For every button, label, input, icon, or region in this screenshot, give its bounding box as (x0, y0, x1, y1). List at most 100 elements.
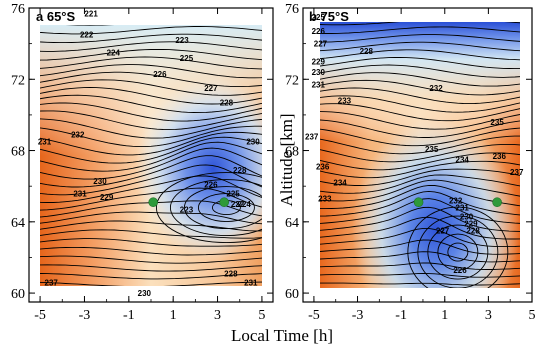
contour-line (320, 64, 520, 78)
x-tick-label: -5 (34, 308, 46, 323)
contour-line (320, 41, 520, 52)
contour-line (40, 187, 262, 211)
contour-label: 229 (464, 220, 478, 229)
contour-line (40, 246, 262, 256)
contour-line (40, 64, 262, 79)
contour-label: 234 (333, 179, 347, 188)
contour-label: 228 (466, 227, 480, 236)
contour-label: 235 (425, 145, 439, 154)
x-tick-label: -5 (308, 308, 320, 323)
y-tick-label: 64 (285, 216, 299, 231)
contour-line (320, 95, 520, 113)
contour-line (320, 79, 520, 96)
x-axis-label: Local Time [h] (231, 326, 333, 345)
contour-line (40, 141, 262, 172)
contour-line (320, 227, 520, 248)
contour-label: 227 (436, 227, 450, 236)
contour-closed (183, 186, 262, 230)
x-tick-label: 1 (170, 308, 177, 323)
contour-label: 233 (318, 195, 332, 204)
contour-label: 225 (226, 189, 240, 198)
contour-label: 223 (175, 36, 189, 45)
contour-line (320, 190, 520, 217)
x-tick-label: 5 (258, 308, 265, 323)
contour-line (320, 152, 520, 171)
contour-label: 234 (456, 155, 470, 164)
contour-label: 226 (153, 70, 167, 79)
x-tick-label: 3 (214, 308, 221, 323)
contour-label: 230 (93, 177, 107, 186)
contour-line (40, 136, 262, 164)
contour-line (40, 48, 262, 61)
contour-label: 229 (100, 193, 114, 202)
panel-b-markers (413, 197, 502, 208)
x-tick-label: -1 (395, 308, 407, 323)
contour-label: 228 (220, 98, 234, 107)
contour-label: 227 (314, 40, 328, 49)
contour-line (40, 118, 262, 139)
contour-label: 236 (316, 163, 330, 172)
x-tick-label: 5 (529, 308, 536, 323)
contour-line (40, 229, 262, 239)
contour-line (40, 238, 262, 247)
panel-a-axes: -5 -3 -1 1 3 5 60 64 68 72 76 (11, 2, 273, 323)
contour-line (40, 281, 262, 286)
contour-label: 228 (360, 47, 374, 56)
x-tick-label: -1 (123, 308, 135, 323)
contour-line (40, 79, 262, 96)
contour-label: 221 (84, 9, 98, 18)
contour-line (40, 147, 262, 180)
contour-line (40, 264, 262, 272)
contour-label: 227 (204, 84, 218, 93)
contour-line (40, 102, 262, 122)
contour-label: 231 (73, 189, 87, 198)
contour-closed (197, 193, 255, 223)
contour-label: 224 (107, 49, 121, 58)
contour-line (320, 135, 520, 155)
contour-line (320, 282, 520, 286)
contour-line (320, 103, 520, 122)
y-tick-label: 72 (285, 73, 299, 88)
contour-closed (417, 215, 499, 288)
contour-line (320, 168, 520, 186)
contour-label: 231 (312, 81, 326, 90)
green-marker (413, 197, 424, 208)
panel-b-frame (302, 7, 533, 303)
contour-label: 228 (224, 269, 238, 278)
contour-label: 230 (246, 138, 260, 147)
contour-line (320, 72, 520, 87)
contour-line (40, 87, 262, 105)
y-tick-label: 72 (11, 73, 25, 88)
contour-line (40, 211, 262, 225)
x-tick-label: -3 (352, 308, 364, 323)
contour-line (320, 87, 520, 105)
contour-closed (437, 233, 479, 271)
contour-label: 237 (510, 168, 524, 177)
y-tick-label: 60 (11, 287, 25, 302)
contour-label: 232 (429, 84, 443, 93)
contour-label: 230 (138, 289, 152, 298)
contour-label: 222 (80, 31, 94, 40)
contour-label: 225 (180, 54, 194, 63)
contour-line (320, 262, 520, 270)
green-marker (148, 197, 159, 208)
y-tick-label: 76 (285, 2, 299, 17)
contour-label: 226 (312, 27, 326, 36)
x-tick-label: -3 (79, 308, 91, 323)
contour-line (320, 206, 520, 232)
contour-label: 236 (493, 152, 507, 161)
contour-label: 230 (312, 68, 326, 77)
contour-line (320, 127, 520, 147)
contour-line (40, 155, 262, 188)
contour-line (320, 26, 520, 34)
contour-closed (447, 242, 469, 262)
panel-a-title: a 65°S (36, 9, 76, 24)
contour-line (40, 71, 262, 88)
contour-line (320, 34, 520, 43)
contour-line (40, 94, 262, 114)
contour-label: 230 (460, 212, 474, 221)
contour-label: 229 (312, 57, 326, 66)
contour-line (40, 41, 262, 52)
